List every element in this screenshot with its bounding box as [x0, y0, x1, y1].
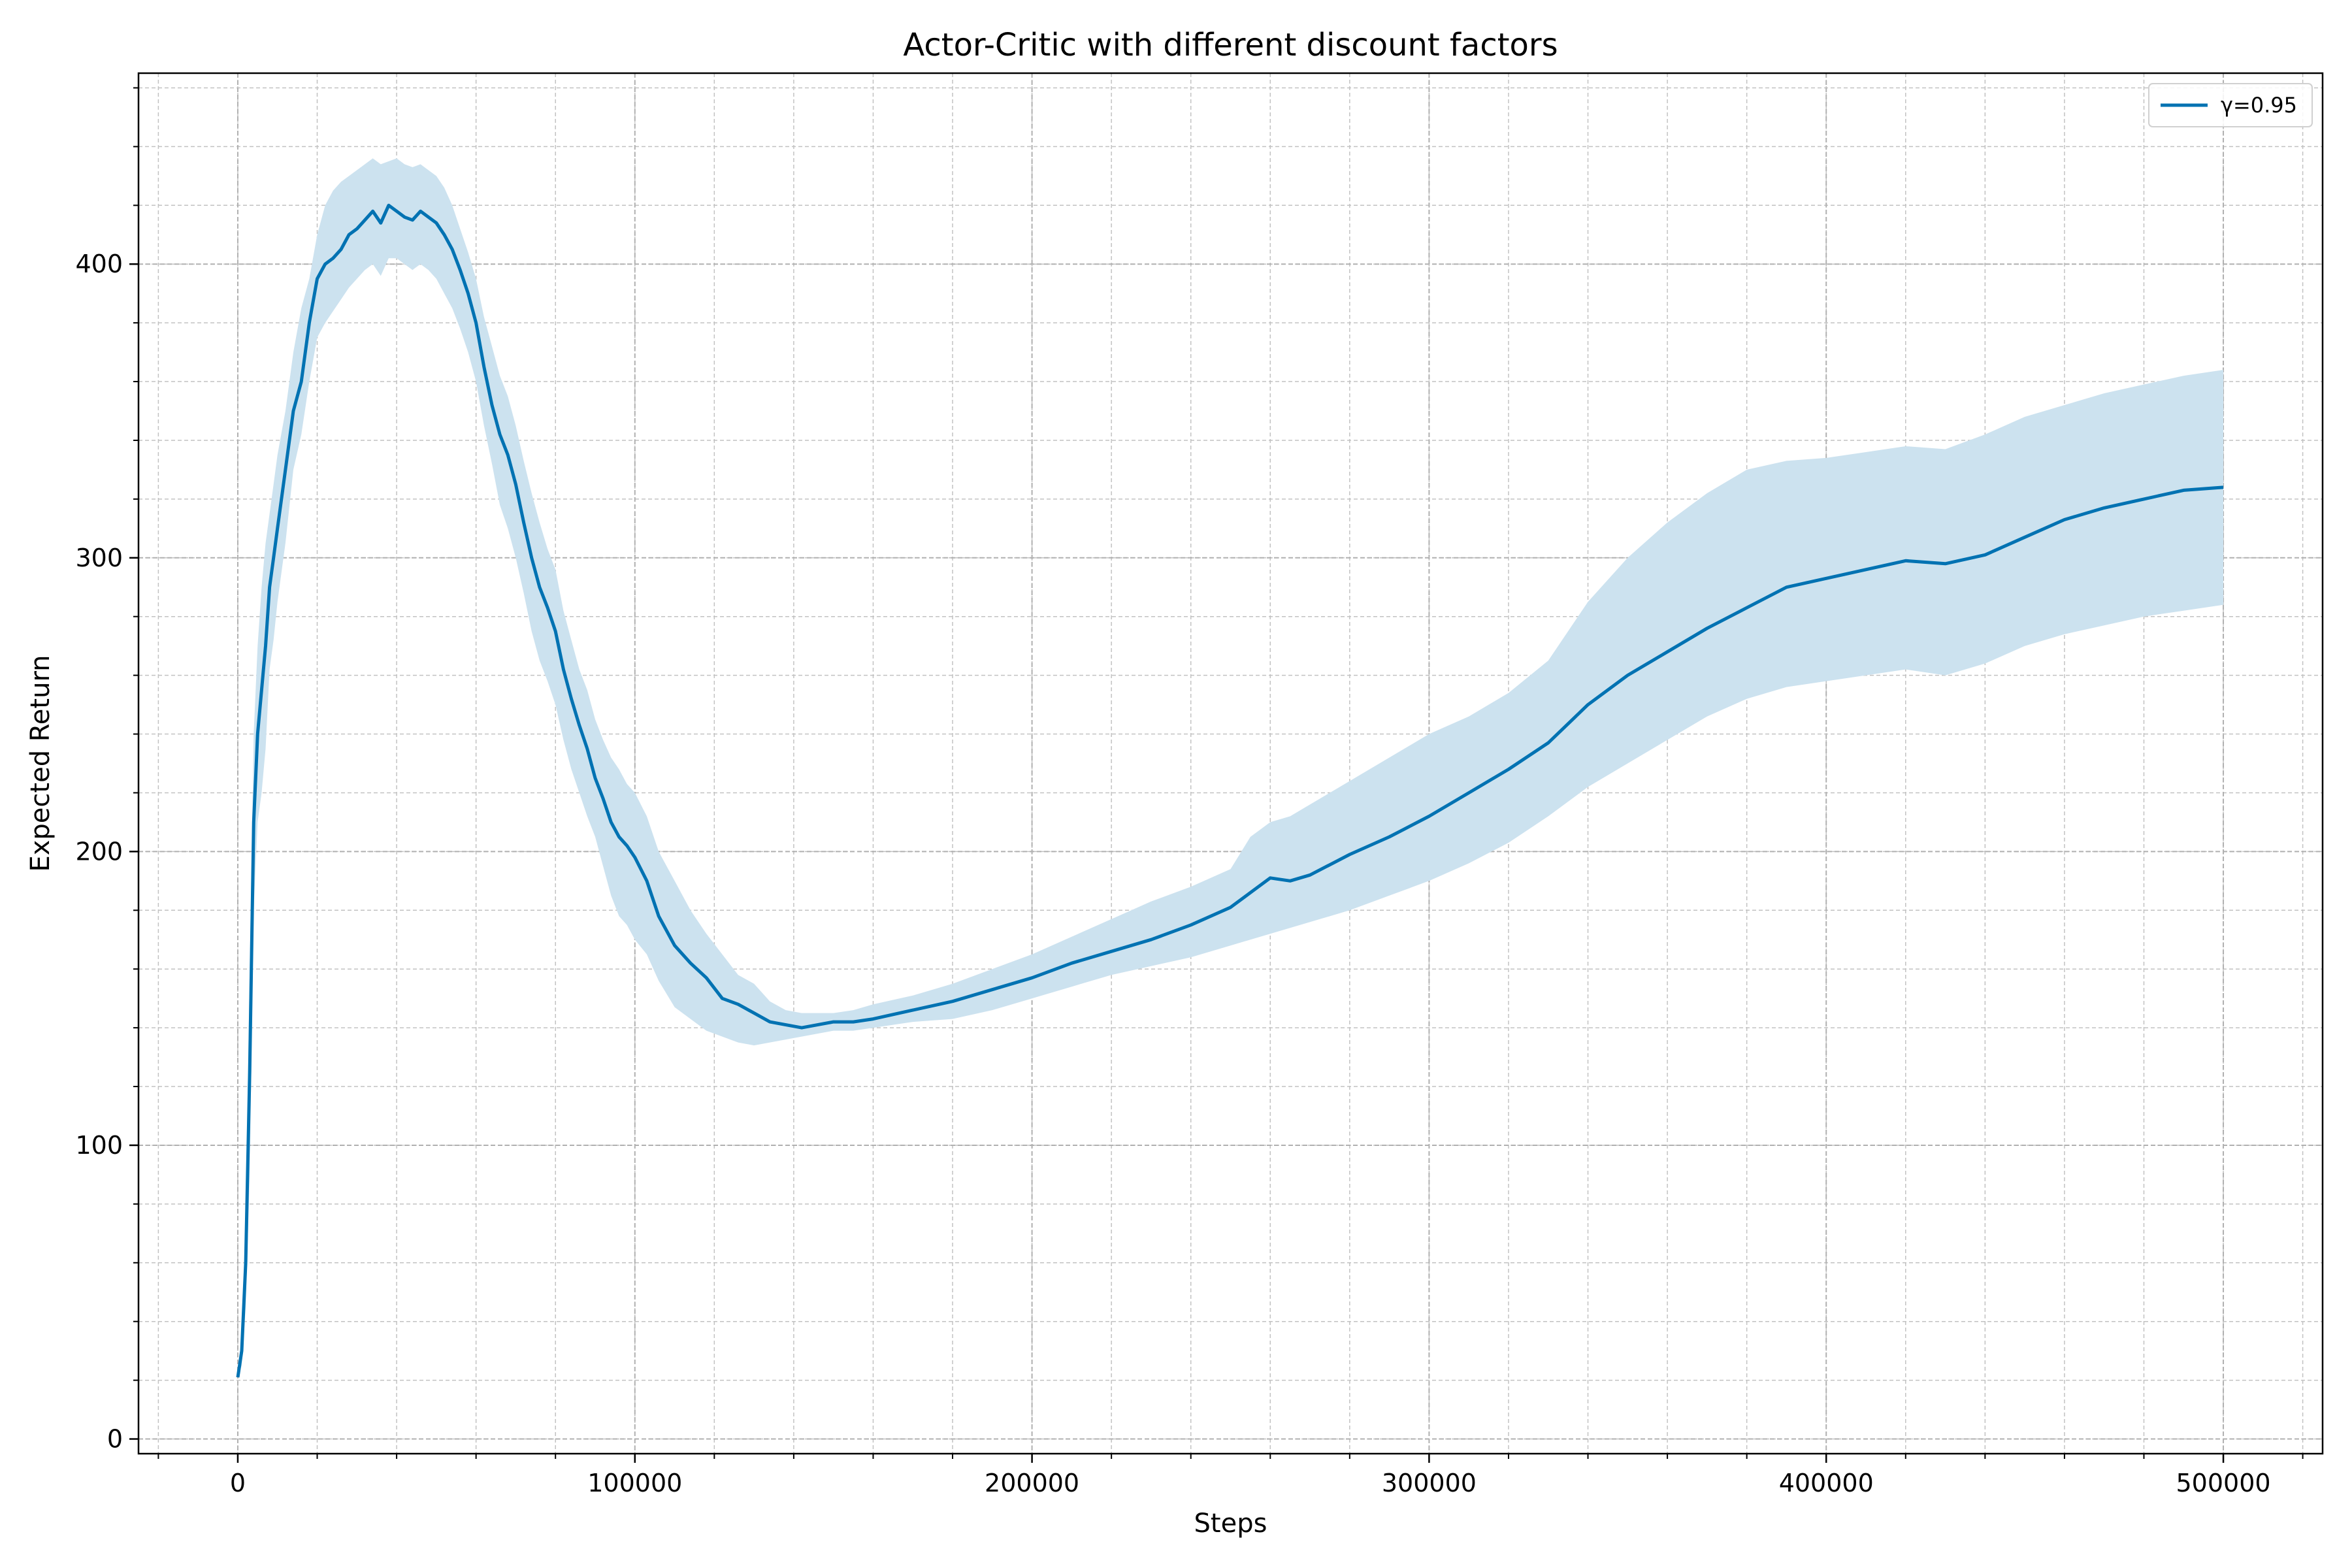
- line-layer: [236, 203, 2224, 1378]
- y-tick-label: 0: [107, 1425, 123, 1454]
- y-tick-label: 200: [75, 837, 123, 866]
- grid-layer: [139, 73, 2323, 1454]
- y-tick-label: 400: [75, 250, 123, 278]
- x-tick-label: 0: [230, 1469, 246, 1497]
- x-tick-label: 100000: [587, 1469, 682, 1497]
- chart-title: Actor-Critic with different discount fac…: [903, 27, 1558, 63]
- legend-label: γ=0.95: [2221, 93, 2297, 118]
- x-axis-title: Steps: [1194, 1509, 1267, 1539]
- x-tick-label: 300000: [1382, 1469, 1477, 1497]
- tick-layer: 0 100000 200000 300000 400000 500000 0 100 200 30…: [75, 87, 2304, 1497]
- x-tick-label: 400000: [1779, 1469, 1874, 1497]
- x-tick-label: 500000: [2176, 1469, 2271, 1497]
- legend: γ=0.95: [2148, 83, 2313, 127]
- legend-box: [2148, 83, 2313, 127]
- plot-frame: [137, 72, 2324, 1455]
- band-layer: [238, 158, 2223, 1378]
- series-line: [236, 203, 2224, 1378]
- y-axis-title: Expected Return: [25, 655, 56, 872]
- y-tick-label: 300: [75, 544, 123, 572]
- x-tick-label: 200000: [985, 1469, 1079, 1497]
- y-tick-label: 100: [75, 1131, 123, 1160]
- series-confidence-band: [238, 158, 2223, 1378]
